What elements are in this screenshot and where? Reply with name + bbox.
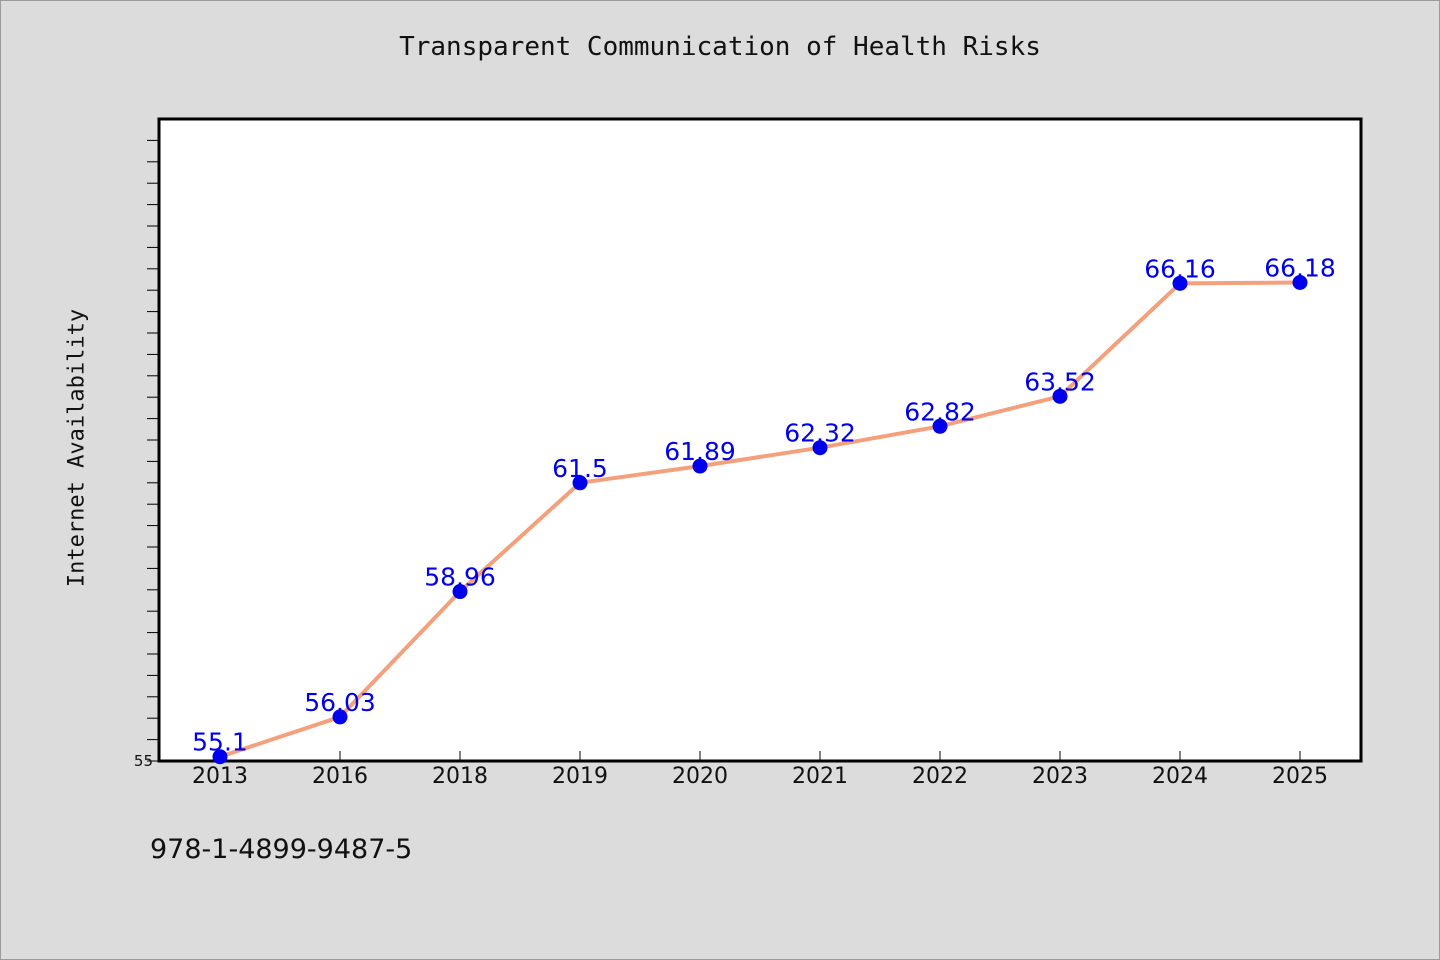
data-markers [212,274,1308,765]
y-tick-label: 55 [134,752,153,770]
plot-area [157,117,1363,763]
data-point-marker [452,584,468,600]
x-tick-label: 2025 [1272,764,1328,789]
series-line [219,280,1301,759]
data-label: 61.89 [664,437,736,466]
data-labels: 55.1 56.03 58.96 61.5 61.89 62.32 62.82 63.52 66… [192,253,1336,756]
x-tick-label: 2016 [312,764,368,789]
data-label: 63.52 [1024,367,1096,396]
data-label: 61.5 [552,454,608,483]
data-point-marker [332,709,348,725]
data-label: 66.16 [1144,254,1216,283]
data-point-marker [1052,388,1068,404]
chart-title: Transparent Communication of Health Risk… [399,32,1041,62]
isbn-text: 978-1-4899-9487-5 [150,834,413,865]
data-point-marker [212,749,228,765]
data-point-marker [1172,275,1188,291]
x-axis-tick-labels: 2013 2016 2018 2019 2020 2021 2022 2023 2024 2025 [192,764,1328,789]
x-tick-label: 2024 [1152,764,1208,789]
x-tick-label: 2018 [432,764,488,789]
data-point-marker [812,440,828,456]
x-tick-label: 2013 [192,764,248,789]
data-point-marker [932,418,948,434]
data-label: 62.32 [784,419,856,448]
data-point-marker [692,458,708,474]
x-tick-label: 2019 [552,764,608,789]
data-label: 55.1 [192,728,248,757]
x-tick-label: 2021 [792,764,848,789]
x-tick-label: 2022 [912,764,968,789]
y-axis-tick-labels: 55 [134,752,153,770]
data-label: 56.03 [304,688,376,717]
data-point-marker [1292,274,1308,290]
data-point-marker [572,475,588,491]
x-tick-label: 2020 [672,764,728,789]
series-lines [219,280,1301,759]
data-label: 58.96 [424,563,496,592]
data-label: 62.82 [904,397,976,426]
x-tick-label: 2023 [1032,764,1088,789]
y-axis-ticks [147,139,159,762]
data-label: 66.18 [1264,253,1336,282]
